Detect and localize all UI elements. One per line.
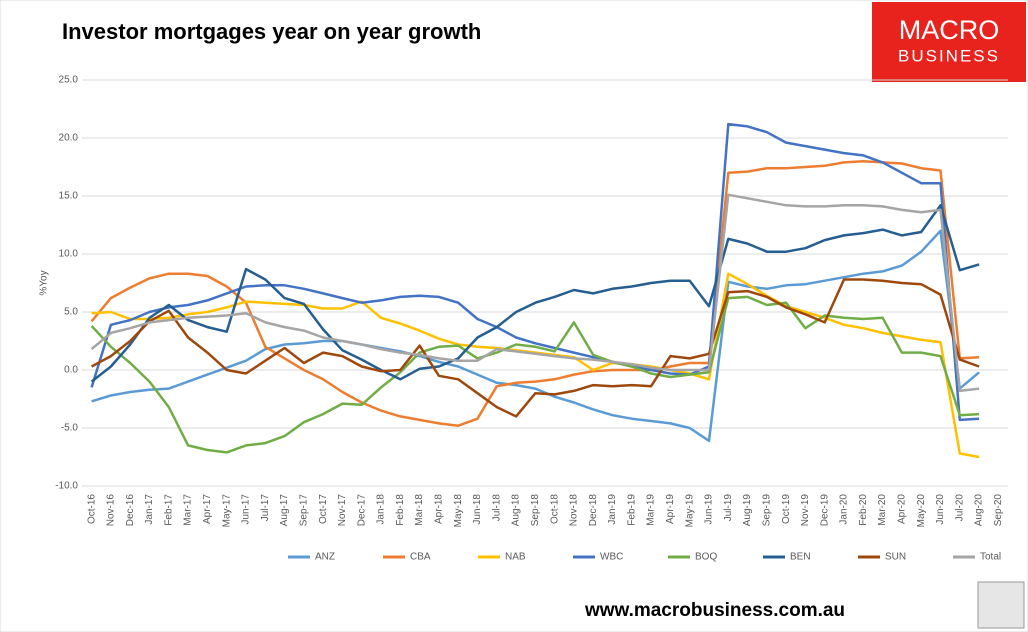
- series-line: [91, 229, 980, 443]
- footer: www.macrobusiness.com.au: [584, 600, 845, 621]
- x-tick-label: May-18: [453, 494, 464, 528]
- x-tick-label: Dec-17: [356, 494, 367, 527]
- y-tick-label: 0.0: [64, 365, 78, 376]
- wolf-icon: [977, 581, 1025, 629]
- legend-label: Total: [980, 552, 1001, 563]
- x-tick-label: Aug-18: [511, 494, 522, 527]
- x-tick-label: May-20: [916, 494, 927, 528]
- y-tick-label: 15.0: [59, 191, 79, 202]
- x-tick-label: Dec-19: [819, 494, 830, 527]
- x-tick-label: Jul-20: [954, 494, 965, 522]
- logo-box: [872, 2, 1026, 82]
- y-tick-label: 10.0: [59, 249, 79, 260]
- x-tick-label: May-19: [684, 494, 695, 528]
- legend-label: SUN: [885, 552, 906, 563]
- x-tick-label: Aug-17: [279, 494, 290, 527]
- x-tick-label: Dec-16: [125, 494, 136, 527]
- x-tick-label: May-17: [221, 494, 232, 528]
- x-tick-label: Nov-19: [800, 494, 811, 527]
- x-tick-label: Sep-17: [298, 494, 309, 527]
- x-tick-label: Apr-17: [202, 494, 213, 524]
- x-tick-label: Oct-17: [318, 494, 329, 524]
- series-line: [90, 204, 980, 383]
- x-tick-label: Jun-19: [704, 494, 715, 525]
- logo-text: MACRO: [899, 15, 1000, 45]
- x-tick-label: Nov-18: [569, 494, 580, 527]
- x-tick-label: Dec-18: [588, 494, 599, 527]
- x-tick-label: Jan-17: [144, 494, 155, 525]
- x-tick-label: Sep-20: [993, 494, 1004, 527]
- x-tick-label: Jun-20: [935, 494, 946, 525]
- y-tick-label: 20.0: [59, 133, 79, 144]
- x-tick-label: Sep-19: [761, 494, 772, 527]
- x-tick-label: Mar-17: [183, 494, 194, 526]
- x-tick-label: Jul-17: [260, 494, 271, 522]
- chart-title: Investor mortgages year on year growth: [62, 19, 481, 44]
- x-tick-label: Aug-20: [974, 494, 985, 527]
- legend-label: ANZ: [315, 552, 335, 563]
- x-tick-label: Jul-18: [491, 494, 502, 522]
- x-tick-label: Oct-19: [781, 494, 792, 524]
- legend-label: BOQ: [695, 552, 717, 563]
- y-tick-label: -10.0: [55, 481, 78, 492]
- x-tick-label: Oct-16: [86, 494, 97, 524]
- x-tick-label: Jan-20: [839, 494, 850, 525]
- y-tick-label: 5.0: [64, 307, 78, 318]
- x-tick-label: Feb-20: [858, 494, 869, 526]
- series-line: [90, 159, 980, 427]
- x-tick-label: Jun-18: [472, 494, 483, 525]
- legend-label: WBC: [600, 552, 623, 563]
- x-tick-label: Jul-19: [723, 494, 734, 522]
- legend-label: NAB: [505, 552, 526, 563]
- x-tick-label: Mar-19: [646, 494, 657, 526]
- x-tick-label: Nov-16: [106, 494, 117, 527]
- y-tick-label: 25.0: [59, 75, 79, 86]
- x-tick-label: Jun-17: [241, 494, 252, 525]
- series-line: [90, 193, 980, 393]
- x-tick-label: Aug-19: [742, 494, 753, 527]
- x-tick-label: Apr-20: [897, 494, 908, 524]
- x-tick-label: Feb-18: [395, 494, 406, 526]
- series-line: [91, 278, 980, 418]
- x-tick-label: Jan-19: [607, 494, 618, 525]
- x-tick-label: Mar-18: [414, 494, 425, 526]
- legend-label: BEN: [790, 552, 811, 563]
- x-tick-label: Oct-18: [549, 494, 560, 524]
- x-tick-label: Mar-20: [877, 494, 888, 526]
- x-tick-label: Apr-18: [434, 494, 445, 524]
- x-tick-label: Sep-18: [530, 494, 541, 527]
- x-tick-label: Feb-17: [163, 494, 174, 526]
- y-tick-label: -5.0: [61, 423, 79, 434]
- logo-text: BUSINESS: [898, 46, 1000, 65]
- x-tick-label: Nov-17: [337, 494, 348, 527]
- series-line: [90, 295, 980, 454]
- y-axis-label: %Yoy: [39, 270, 50, 295]
- x-tick-label: Apr-19: [665, 494, 676, 524]
- x-tick-label: Jan-18: [376, 494, 387, 525]
- legend-label: CBA: [410, 552, 431, 563]
- x-tick-label: Feb-19: [626, 494, 637, 526]
